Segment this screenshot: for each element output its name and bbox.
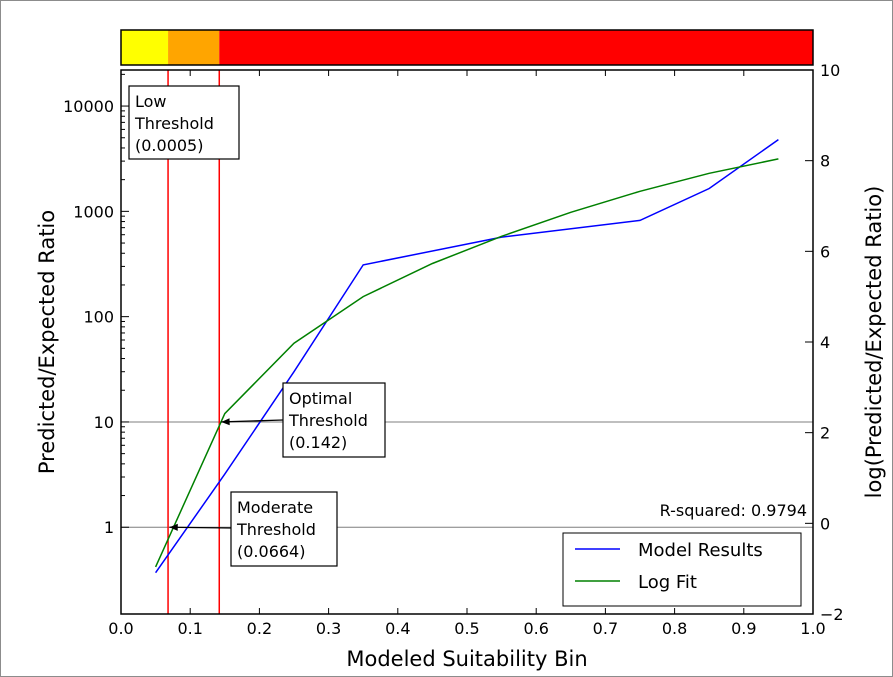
legend: Model Results Log Fit [562,532,802,607]
x-tick-label: 0.6 [523,619,548,638]
y2-axis-label: log(Predicted/Expected Ratio) [862,186,886,499]
series-lines [154,138,779,574]
moderate-threshold-text: Threshold [236,520,316,539]
color-bar-segment-1 [168,30,220,65]
moderate-threshold-arrow [169,526,232,529]
y-axis-label: Predicted/Expected Ratio [35,210,59,474]
x-tick-label: 0.0 [108,619,133,638]
x-tick-label: 0.7 [593,619,618,638]
y-tick-label: 1 [104,518,114,537]
y2-tick-label: 10 [820,61,840,80]
low-threshold-box [128,85,240,160]
series-line-log-fit [154,158,779,568]
r-squared-label: R-squared: 0.9794 [660,501,807,520]
low-threshold-text: Low [135,92,167,111]
axis-ticks: 0.0 0.1 0.2 0.3 0.4 0.5 0.6 0.7 0.8 0.9 1.01101001… [63,61,844,638]
low-threshold-text: Threshold [134,114,214,133]
y2-tick-label: 2 [820,424,830,443]
y2-tick-label: 6 [820,242,830,261]
series-line-model-results [154,138,779,574]
x-axis-label: Modeled Suitability Bin [346,647,587,671]
optimal-threshold-box [282,382,386,458]
moderate-threshold-text: (0.0664) [237,542,305,561]
optimal-threshold-text: Optimal [289,389,352,408]
x-tick-label: 0.8 [662,619,687,638]
x-tick-label: 0.4 [385,619,410,638]
legend-label-log-fit: Log Fit [638,572,697,593]
legend-box [562,532,802,607]
y-tick-label: 100 [83,308,114,327]
y-tick-label: 10000 [63,97,114,116]
moderate-threshold-arrowhead [169,523,178,531]
y2-tick-label: −2 [820,605,844,624]
y2-tick-label: 8 [820,152,830,171]
moderate-threshold-text: Moderate [237,498,313,517]
low-threshold-text: (0.0005) [135,136,203,155]
x-tick-label: 0.9 [731,619,756,638]
y2-tick-label: 0 [820,514,830,533]
optimal-threshold-arrow [221,419,284,423]
y-tick-label: 1000 [73,202,114,221]
legend-label-model-results: Model Results [638,540,763,561]
moderate-threshold-box [230,491,338,567]
color-bar [120,29,814,66]
optimal-threshold-text: Threshold [288,411,368,430]
threshold-annotations: Low Threshold (0.0005) Optimal Threshold (0.1… [128,85,386,567]
x-tick-label: 0.3 [316,619,341,638]
color-bar-segment-0 [121,30,169,65]
color-bar-outline [120,29,814,66]
x-tick-label: 0.5 [454,619,479,638]
optimal-threshold-text: (0.142) [289,433,347,452]
optimal-threshold-arrowhead [221,418,230,426]
y2-tick-label: 4 [820,333,830,352]
x-tick-label: 0.2 [247,619,272,638]
threshold-lines [167,70,221,614]
x-tick-label: 1.0 [800,619,825,638]
x-tick-label: 0.1 [177,619,202,638]
y-tick-label: 10 [94,413,114,432]
color-bar-segment-2 [219,30,813,65]
